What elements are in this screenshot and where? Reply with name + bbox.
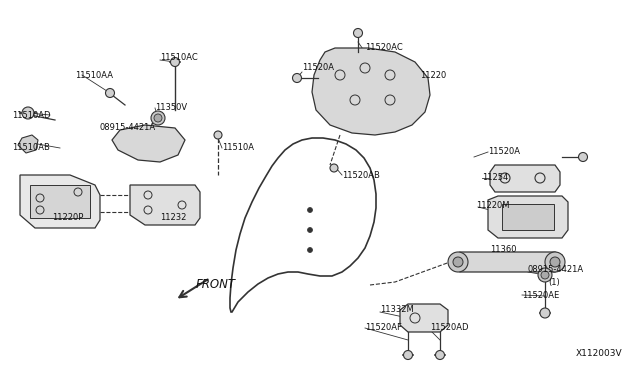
Circle shape	[538, 268, 552, 282]
Text: 11510A: 11510A	[222, 144, 254, 153]
Text: 11520AB: 11520AB	[342, 170, 380, 180]
Circle shape	[151, 111, 165, 125]
Text: 11520AF: 11520AF	[365, 324, 402, 333]
Circle shape	[106, 89, 115, 97]
Text: FRONT: FRONT	[196, 279, 236, 292]
Circle shape	[540, 308, 550, 318]
Polygon shape	[490, 165, 560, 192]
Text: 11510AD: 11510AD	[12, 110, 51, 119]
Text: 11510AA: 11510AA	[75, 71, 113, 80]
Circle shape	[214, 131, 222, 139]
Polygon shape	[450, 252, 562, 272]
Text: 11232: 11232	[160, 214, 186, 222]
Text: 08915-4421A: 08915-4421A	[100, 124, 156, 132]
Polygon shape	[488, 196, 568, 238]
Text: 08915-4421A: 08915-4421A	[528, 266, 584, 275]
Bar	[502, 204, 554, 230]
Text: 11220: 11220	[420, 71, 446, 80]
Text: 11360: 11360	[490, 246, 516, 254]
Circle shape	[545, 252, 565, 272]
Text: 11520AE: 11520AE	[522, 291, 559, 299]
Polygon shape	[18, 135, 38, 153]
Circle shape	[541, 271, 549, 279]
Text: 11220P: 11220P	[52, 214, 83, 222]
Circle shape	[353, 29, 362, 38]
Polygon shape	[400, 304, 448, 332]
Circle shape	[22, 107, 34, 119]
Text: (1): (1)	[548, 278, 560, 286]
Text: 11520A: 11520A	[302, 64, 334, 73]
Text: 11510AC: 11510AC	[160, 54, 198, 62]
Text: 11510AB: 11510AB	[12, 144, 50, 153]
Circle shape	[307, 208, 312, 212]
Circle shape	[307, 228, 312, 232]
Text: 11520A: 11520A	[488, 148, 520, 157]
Text: 11350V: 11350V	[155, 103, 187, 112]
Text: 11520AC: 11520AC	[365, 44, 403, 52]
Polygon shape	[312, 48, 430, 135]
Circle shape	[403, 350, 413, 359]
Polygon shape	[30, 185, 90, 218]
Circle shape	[435, 350, 445, 359]
Circle shape	[448, 252, 468, 272]
Circle shape	[550, 257, 560, 267]
Circle shape	[154, 114, 162, 122]
Circle shape	[330, 164, 338, 172]
Circle shape	[453, 257, 463, 267]
Text: 11332M: 11332M	[380, 305, 413, 314]
Circle shape	[292, 74, 301, 83]
Circle shape	[170, 58, 179, 67]
Text: 11220M: 11220M	[476, 201, 509, 209]
Polygon shape	[112, 125, 185, 162]
Polygon shape	[130, 185, 200, 225]
Text: X112003V: X112003V	[575, 349, 622, 358]
Circle shape	[307, 247, 312, 253]
Text: 11254: 11254	[482, 173, 508, 183]
Text: 11520AD: 11520AD	[430, 324, 468, 333]
Polygon shape	[20, 175, 100, 228]
Circle shape	[579, 153, 588, 161]
